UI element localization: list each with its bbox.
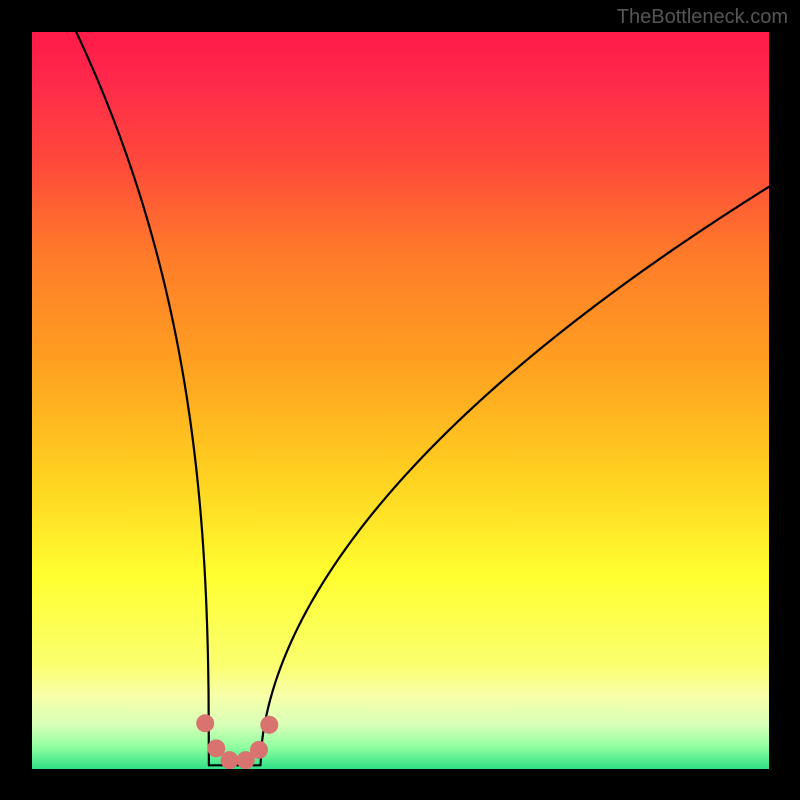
plot-svg — [32, 32, 769, 769]
marker-point — [221, 751, 239, 769]
plot-area — [32, 32, 769, 769]
marker-point — [196, 714, 214, 732]
chart-container: TheBottleneck.com — [0, 0, 800, 800]
marker-point — [260, 716, 278, 734]
watermark-text: TheBottleneck.com — [617, 6, 788, 29]
marker-point — [250, 741, 268, 759]
